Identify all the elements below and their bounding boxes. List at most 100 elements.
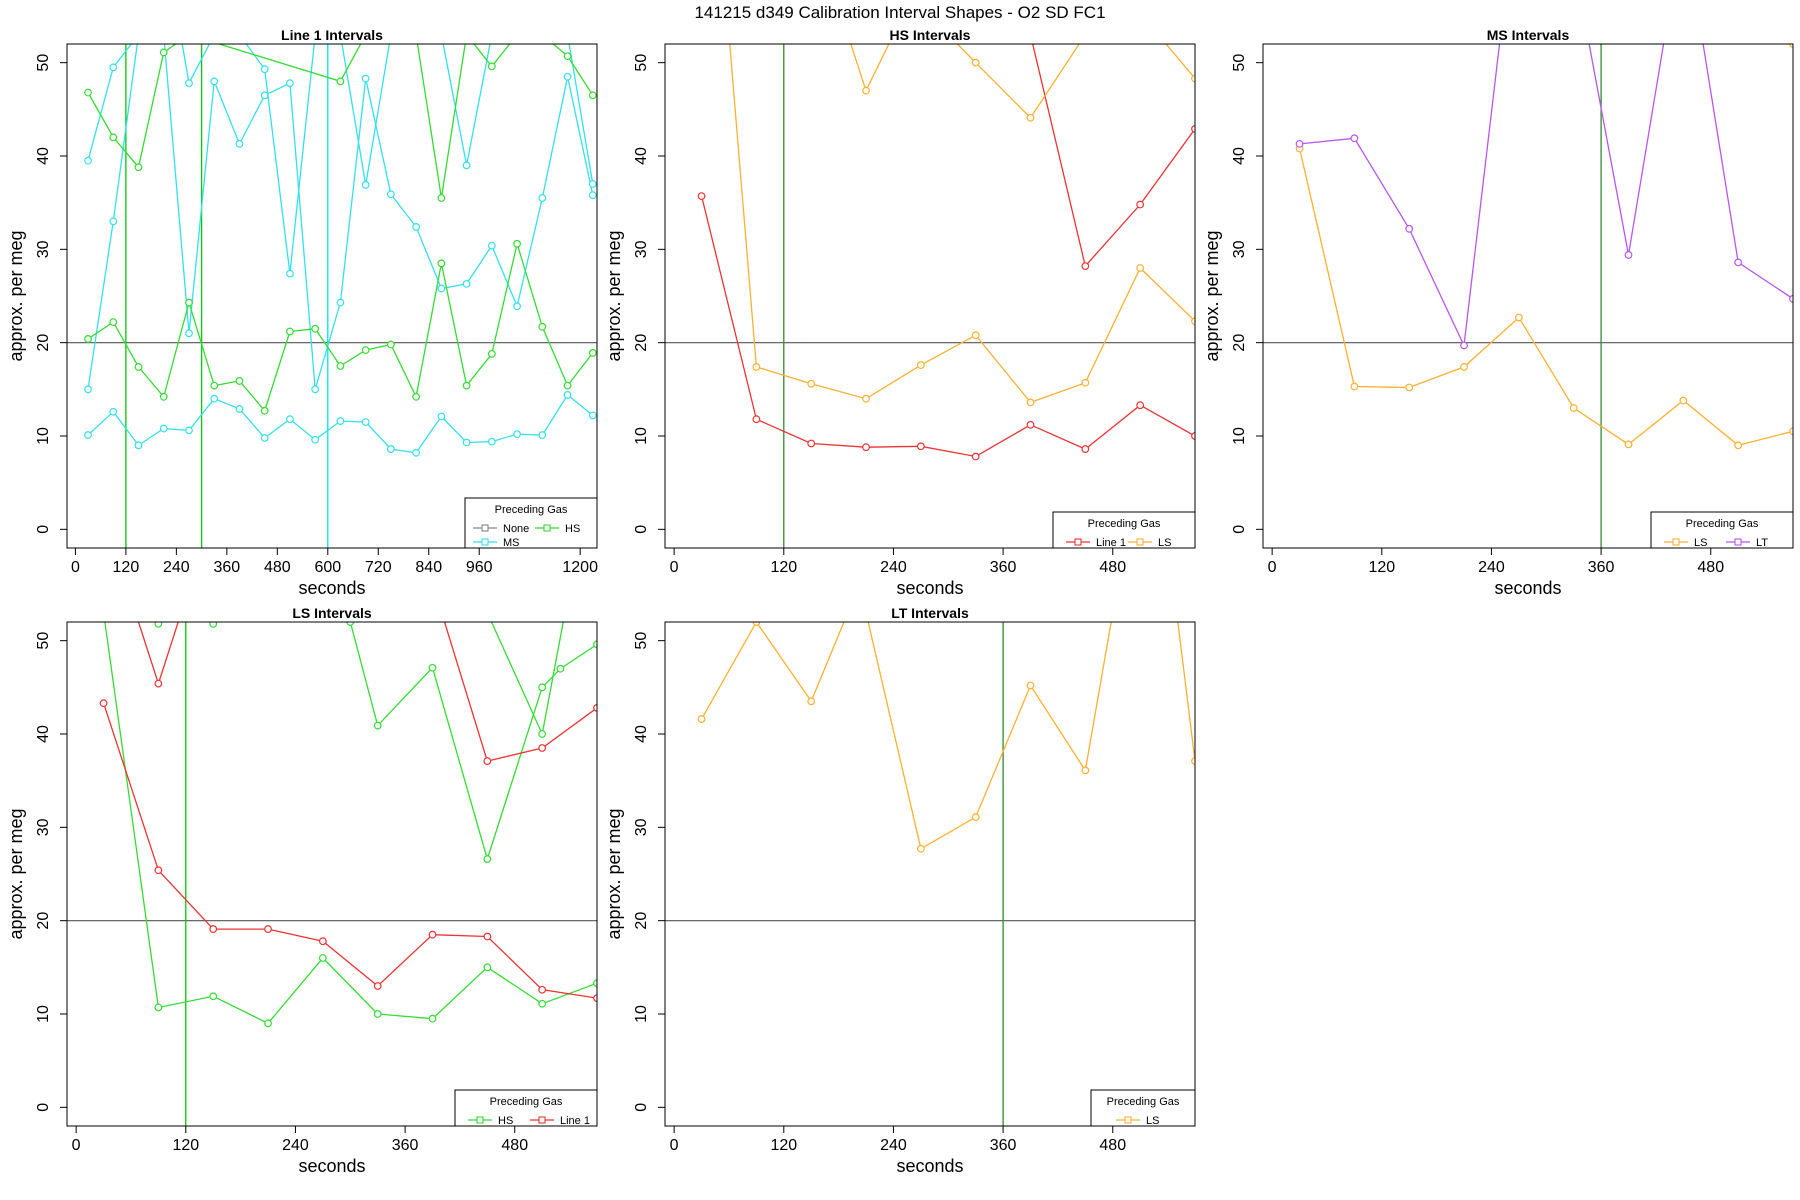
y-axis-label: approx. per meg [6,808,26,939]
x-tick-label: 480 [264,559,291,576]
data-point [209,622,218,628]
data-point [563,52,572,61]
y-tick-label: 0 [633,1103,650,1112]
plot-frame [1262,43,1794,549]
data-point [483,855,492,863]
data-point [487,241,496,250]
plot-area [665,44,1195,548]
x-tick-label: 480 [1697,559,1724,576]
data-point [185,426,193,435]
plot-frame [66,621,598,1127]
data-point [318,954,327,962]
series-line [850,44,1195,119]
y-tick-label: 30 [35,818,52,836]
y-tick-label: 50 [633,54,650,72]
data-point [588,411,597,420]
data-point [538,985,547,994]
data-point [386,340,395,349]
x-tick-label: 360 [392,1137,419,1154]
data-point [538,744,547,752]
x-tick-label: 720 [365,559,392,576]
y-tick-label: 50 [1231,54,1248,72]
figure-title: 141215 d349 Calibration Interval Shapes … [694,3,1105,22]
data-point [1734,258,1743,267]
legend-label: MS [503,537,520,549]
data-point [109,318,118,327]
data-point [697,192,706,201]
data-point [428,930,437,939]
data-point [483,757,492,765]
data-point [373,982,382,990]
data-point [971,331,980,340]
x-tick-label: 120 [1368,559,1395,576]
data-point [286,415,294,424]
data-point [235,377,244,385]
x-tick-label: 360 [990,1137,1017,1154]
x-tick-label: 120 [770,1137,797,1154]
x-tick-label: 480 [501,1137,528,1154]
data-point [588,180,597,188]
data-point [483,932,492,941]
legend-swatch-marker [1136,538,1144,546]
series-line [137,622,597,762]
x-tick-label: 480 [1099,1137,1126,1154]
data-point [286,269,294,278]
data-point [210,77,219,86]
data-point [538,194,547,202]
series-line [729,44,1195,404]
data-point [1026,420,1035,429]
x-tick-label: 240 [282,1137,309,1154]
series-line [87,241,594,413]
data-point [1026,398,1035,407]
panels: Line 1 Intervals 0 120 240 360 480 600 720 840 96… [6,27,1794,1176]
y-tick-label: 40 [35,725,52,743]
legend-swatch-marker [1124,1116,1132,1124]
legend-box [1052,511,1196,549]
y-tick-label: 20 [35,912,52,930]
data-point [462,438,471,447]
data-point [361,74,370,83]
legend-label: LT [1756,537,1768,549]
legend-label: LS [1694,537,1707,549]
data-point [807,697,816,706]
x-tick-label: 0 [1268,559,1277,576]
x-tick-label: 840 [415,559,442,576]
data-point [373,721,382,730]
data-point [84,156,92,165]
data-point [109,63,118,72]
data-point [563,391,572,399]
data-point [134,441,143,450]
data-point [154,1003,163,1012]
data-point [361,418,370,426]
data-point [437,284,446,293]
x-tick-label: 240 [163,559,190,576]
data-point [286,79,294,88]
data-point [1350,134,1359,143]
legend-label: HS [565,523,580,535]
plot-area [665,622,1195,1126]
legend-swatch-marker [543,524,551,532]
data-point [513,302,521,311]
plot-area [67,44,597,548]
y-tick-label: 40 [1231,147,1248,165]
data-point [412,223,421,231]
x-tick-label: 360 [1588,559,1615,576]
data-point [412,392,421,401]
data-point [1460,363,1468,371]
legend-label: LS [1146,1115,1159,1127]
data-point [99,699,108,708]
x-axis-label: seconds [1494,578,1561,598]
chart-panel: Line 1 Intervals 0 120 240 360 480 600 720 840 96… [6,27,598,598]
legend-swatch-marker [1074,538,1082,546]
data-point [428,1014,437,1023]
data-point [1569,404,1578,412]
x-axis-label: seconds [298,1156,365,1176]
panel-title: HS Intervals [890,27,971,43]
legend: Preceding Gas LS [1090,1089,1196,1127]
legend-label: None [503,523,529,535]
data-point [361,346,370,355]
x-axis-label: seconds [896,1156,963,1176]
data-point [260,433,269,442]
x-tick-label: 960 [466,559,493,576]
